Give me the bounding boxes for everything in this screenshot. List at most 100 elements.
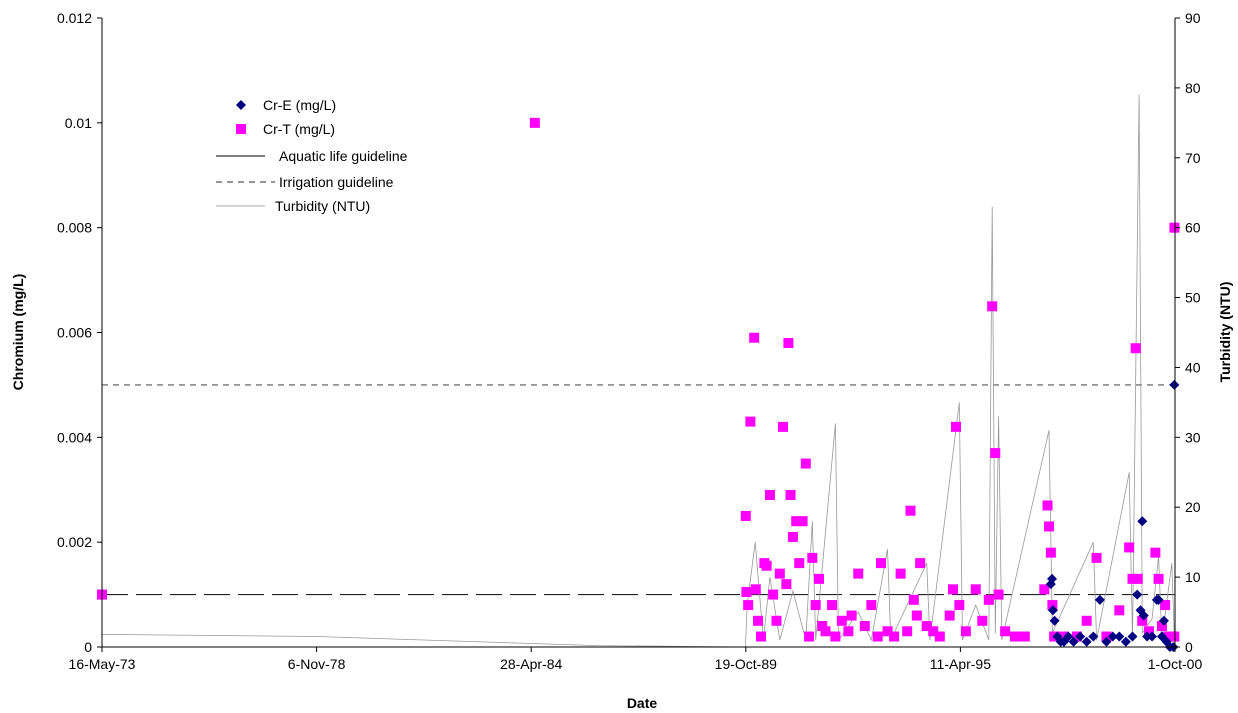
cr-t-point <box>908 594 919 605</box>
cr-t-point <box>1081 615 1092 626</box>
cr-t-point <box>1160 600 1171 611</box>
y-right-tick-label: 80 <box>1185 80 1201 96</box>
x-tick-label: 11-Apr-95 <box>930 656 991 672</box>
cr-e-point <box>1169 379 1180 390</box>
cr-t-point <box>830 631 841 642</box>
cr-t-point <box>977 615 988 626</box>
cr-t-point <box>934 631 945 642</box>
cr-t-point <box>970 584 981 595</box>
cr-t-point <box>753 615 764 626</box>
cr-t-point <box>875 558 886 569</box>
x-tick-label: 6-Nov-78 <box>288 656 346 672</box>
x-tick-label: 19-Oct-89 <box>715 656 777 672</box>
cr-t-point <box>750 584 761 595</box>
axes-layer: 0 0.002 0.004 0.006 0.008 0.01 0.012 0 10 20 30 40 5… <box>57 10 1202 672</box>
cr-t-point <box>771 615 782 626</box>
cr-t-point <box>1132 573 1143 584</box>
cr-t-point <box>774 568 785 579</box>
cr-t-point <box>1045 547 1056 558</box>
cr-t-point <box>1143 626 1154 637</box>
cr-e-point <box>1047 573 1058 584</box>
cr-t-point <box>1000 626 1011 637</box>
cr-t-point <box>797 516 808 527</box>
cr-t-point <box>843 626 854 637</box>
cr-t-point <box>866 600 877 611</box>
y-axis-right-title: Turbidity (NTU) <box>1217 282 1233 383</box>
y-left-tick-label: 0.002 <box>57 534 92 550</box>
cr-e-point <box>1127 631 1138 642</box>
cr-e-point <box>1114 631 1125 642</box>
cr-e-point <box>1120 636 1131 647</box>
guideline-layer <box>102 384 1175 596</box>
cr-t-point <box>1150 547 1161 558</box>
y-axis-left-title: Chromium (mg/L) <box>10 274 26 391</box>
cr-t-point <box>778 421 789 432</box>
x-tick-label: 1-Oct-00 <box>1148 656 1203 672</box>
cr-t-point <box>529 117 540 128</box>
turbidity-line <box>101 94 1175 648</box>
cr-t-point <box>1130 343 1141 354</box>
cr-t-point <box>993 589 1004 600</box>
cr-t-point <box>1010 631 1021 642</box>
cr-t-point <box>1044 521 1055 532</box>
y-right-tick-label: 20 <box>1185 499 1201 515</box>
cr-t-point <box>1156 621 1167 632</box>
legend-turbidity-label: Turbidity (NTU) <box>275 198 370 214</box>
cr-t-point <box>872 631 883 642</box>
y-right-tick-label: 0 <box>1185 639 1193 655</box>
cr-t-point <box>911 610 922 621</box>
cr-t-point <box>990 448 1001 459</box>
cr-t-point <box>1047 600 1058 611</box>
cr-t-point <box>741 586 752 597</box>
legend-cr-t-label: Cr-T (mg/L) <box>263 121 335 137</box>
cr-t-layer <box>97 117 1180 642</box>
cr-t-point <box>1042 500 1053 511</box>
cr-t-point <box>905 505 916 516</box>
legend-cr-t-marker <box>236 124 246 134</box>
cr-t-point <box>1153 573 1164 584</box>
legend-cr-e-marker <box>236 100 246 110</box>
cr-t-point <box>764 489 775 500</box>
y-left-tick-label: 0.008 <box>57 220 92 236</box>
cr-t-point <box>928 626 939 637</box>
cr-t-point <box>846 610 857 621</box>
x-axis-title: Date <box>627 695 658 711</box>
cr-t-point <box>820 626 831 637</box>
y-left-tick-label: 0.006 <box>57 325 92 341</box>
cr-t-point <box>921 621 932 632</box>
cr-e-point <box>1138 610 1149 621</box>
cr-t-point <box>960 626 971 637</box>
cr-t-point <box>1127 573 1138 584</box>
cr-t-point <box>794 558 805 569</box>
cr-e-point <box>1047 605 1058 616</box>
cr-t-point <box>781 579 792 590</box>
cr-t-point <box>1039 584 1050 595</box>
cr-e-point <box>1132 589 1143 600</box>
cr-t-point <box>743 600 754 611</box>
cr-t-point <box>807 552 818 563</box>
cr-t-point <box>740 510 751 521</box>
x-tick-label: 28-Apr-84 <box>500 656 562 672</box>
cr-e-point <box>1049 615 1060 626</box>
cr-e-point <box>1101 636 1112 647</box>
cr-t-point <box>791 516 802 527</box>
cr-t-point <box>915 558 926 569</box>
cr-t-point <box>813 573 824 584</box>
cr-t-point <box>1169 631 1180 642</box>
cr-t-point <box>756 631 767 642</box>
cr-t-point <box>859 621 870 632</box>
turbidity-layer <box>101 94 1175 648</box>
cr-t-point <box>768 589 779 600</box>
y-left-tick-label: 0.012 <box>57 10 92 26</box>
cr-e-point <box>1075 631 1086 642</box>
cr-t-point <box>983 594 994 605</box>
cr-e-point <box>1147 631 1158 642</box>
cr-t-point <box>1137 615 1148 626</box>
cr-t-point <box>954 600 965 611</box>
cr-t-point <box>987 301 998 312</box>
cr-e-point <box>1137 516 1148 527</box>
cr-t-point <box>817 621 828 632</box>
cr-t-point <box>1019 631 1030 642</box>
cr-t-point <box>944 610 955 621</box>
y-right-tick-label: 70 <box>1185 150 1201 166</box>
